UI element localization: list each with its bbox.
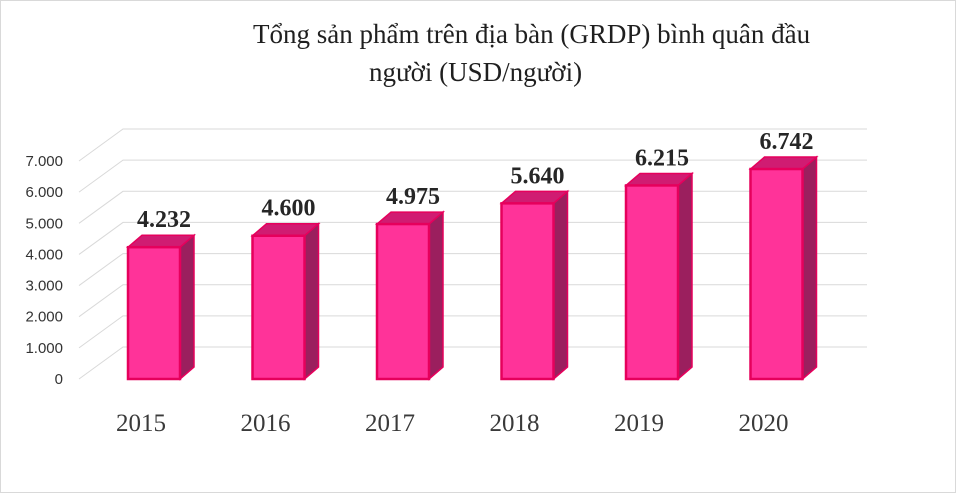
bar-side <box>677 171 693 381</box>
bar <box>500 202 555 381</box>
gridline <box>78 253 867 286</box>
gridline <box>78 128 867 162</box>
gridline <box>78 315 867 349</box>
bar <box>749 167 804 381</box>
y-tick-label: 1.000 <box>25 340 63 357</box>
x-tick-label: 2020 <box>739 410 789 437</box>
gridline <box>78 190 867 224</box>
bar-side <box>552 189 569 381</box>
y-tick-label: 4.000 <box>25 246 63 263</box>
chart-title: Tổng sản phẩm trên địa bàn (GRDP) bình q… <box>201 15 901 91</box>
bar <box>624 184 680 381</box>
bar <box>126 245 182 381</box>
gridline <box>78 284 867 318</box>
gridline <box>78 159 867 193</box>
bar-side <box>179 233 195 381</box>
data-label: 4.232 <box>137 207 191 233</box>
gridline <box>78 221 867 255</box>
data-label: 5.640 <box>511 163 565 189</box>
gridline <box>78 346 867 380</box>
data-label: 4.600 <box>262 196 316 222</box>
y-tick-label: 5.000 <box>25 215 63 232</box>
chart-title-line-2: người (USD/người) <box>369 57 583 87</box>
y-tick-label: 3.000 <box>25 278 63 295</box>
bar-side <box>303 222 320 381</box>
y-tick-label: 6.000 <box>25 184 63 201</box>
y-tick-label: 0 <box>55 371 63 388</box>
bar-side <box>801 155 818 381</box>
x-tick-label: 2017 <box>365 410 415 437</box>
chart-title-line-1: Tổng sản phẩm trên địa bàn (GRDP) bình q… <box>253 19 811 49</box>
y-tick-label: 2.000 <box>25 309 63 326</box>
x-tick-label: 2015 <box>116 410 166 437</box>
data-label: 6.742 <box>760 129 814 155</box>
bar <box>375 222 431 381</box>
bar-side <box>428 210 444 381</box>
x-tick-label: 2016 <box>241 410 291 437</box>
data-label: 6.215 <box>635 145 689 171</box>
y-tick-label: 7.000 <box>25 153 63 170</box>
data-label: 4.975 <box>386 184 440 210</box>
x-tick-label: 2019 <box>614 410 664 437</box>
bar <box>251 234 306 381</box>
x-tick-label: 2018 <box>490 410 540 437</box>
